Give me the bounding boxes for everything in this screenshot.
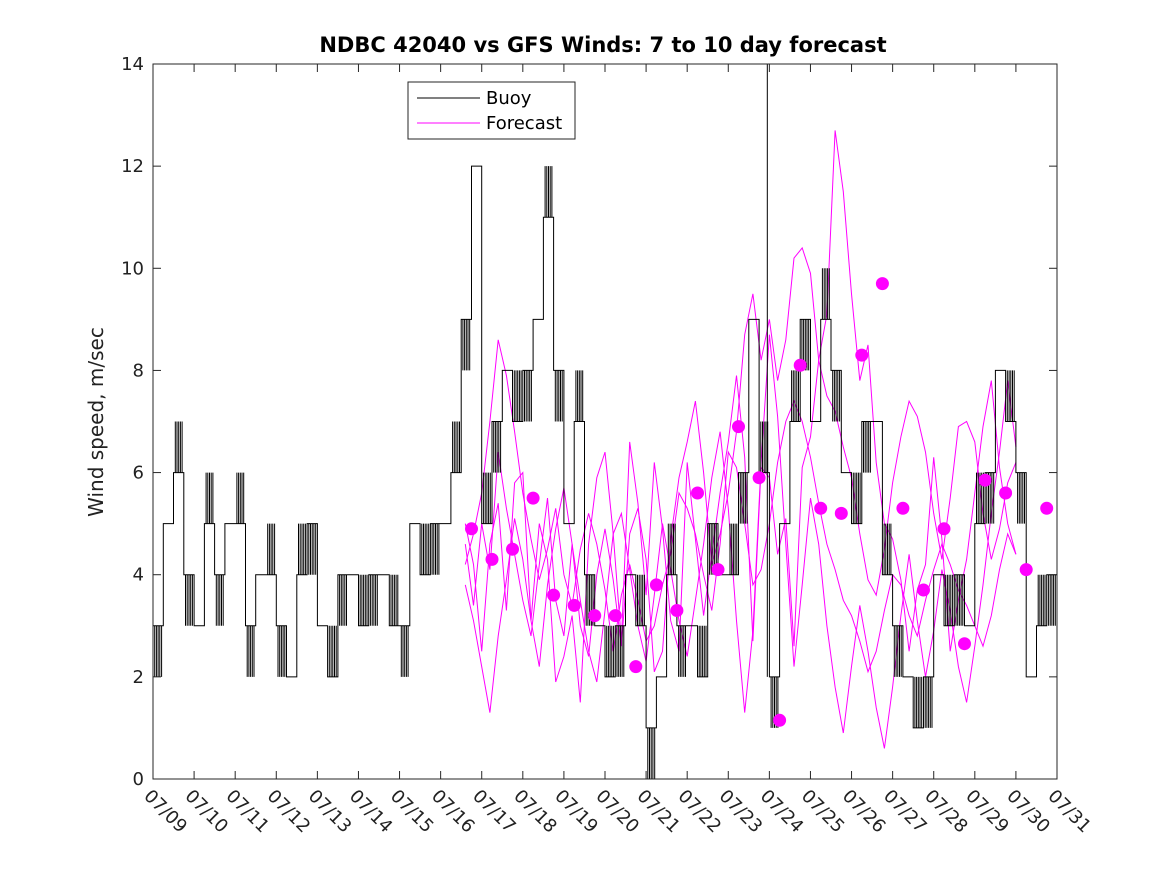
forecast-point xyxy=(506,542,519,556)
buoy-series xyxy=(153,64,1057,779)
forecast-point xyxy=(937,522,951,536)
forecast-trace-1 xyxy=(464,130,1017,703)
forecast-point xyxy=(670,604,684,617)
y-tick-label: 10 xyxy=(121,258,144,279)
legend-box xyxy=(407,81,576,140)
forecast-point xyxy=(978,473,992,487)
legend-buoy-label: Buoy xyxy=(486,88,532,109)
y-tick-label: 0 xyxy=(133,769,144,790)
y-axis-ticks: 0 2 4 6 8 10 12 14 xyxy=(121,54,1057,790)
forecast-point xyxy=(752,471,766,485)
forecast-point xyxy=(547,588,561,602)
forecast-point xyxy=(465,522,478,536)
buoy-line xyxy=(153,165,1057,779)
forecast-point xyxy=(773,713,787,727)
forecast-point xyxy=(485,552,499,566)
y-axis-label: Wind speed, m/sec xyxy=(84,327,108,517)
y-tick-label: 4 xyxy=(133,565,144,586)
forecast-trace-2 xyxy=(464,246,1017,672)
y-tick-label: 8 xyxy=(133,360,144,381)
forecast-point xyxy=(1019,563,1033,577)
legend-forecast-label: Forecast xyxy=(486,113,562,134)
forecast-point xyxy=(1040,501,1054,515)
forecast-trace-4 xyxy=(464,334,1017,749)
forecast-point xyxy=(917,583,930,597)
forecast-point xyxy=(875,277,889,291)
forecast-point xyxy=(855,348,869,362)
forecast-point xyxy=(814,501,828,515)
forecast-point xyxy=(588,609,602,623)
forecast-points xyxy=(465,277,1054,727)
forecast-point xyxy=(629,660,643,674)
y-tick-label: 2 xyxy=(133,667,144,688)
forecast-point xyxy=(958,637,971,651)
forecast-point xyxy=(999,486,1013,500)
forecast-point xyxy=(834,506,848,520)
forecast-point xyxy=(649,578,663,592)
forecast-point xyxy=(608,609,622,623)
y-tick-label: 14 xyxy=(121,54,144,75)
forecast-point xyxy=(567,598,581,612)
forecast-point xyxy=(526,491,540,505)
forecast-point xyxy=(896,501,910,515)
forecast-point xyxy=(711,563,725,577)
legend: Buoy Forecast xyxy=(407,81,576,140)
y-tick-label: 6 xyxy=(133,463,144,484)
forecast-point xyxy=(793,358,807,372)
y-tick-label: 12 xyxy=(121,156,144,177)
chart-title: NDBC 42040 vs GFS Winds: 7 to 10 day for… xyxy=(319,33,886,57)
forecast-point xyxy=(732,420,745,434)
forecast-point xyxy=(691,486,704,500)
